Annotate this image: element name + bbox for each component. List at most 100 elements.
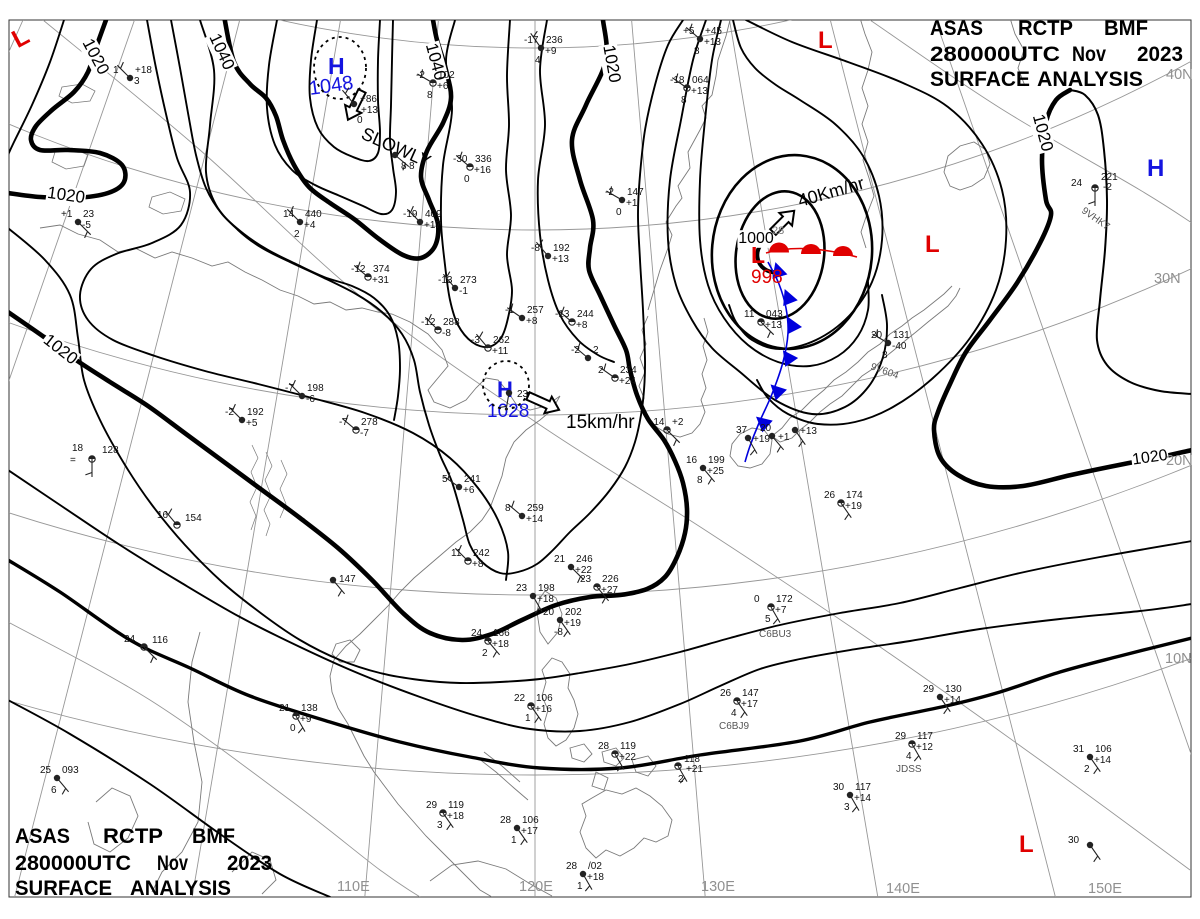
svg-text:20: 20 [760, 423, 772, 434]
svg-text:22: 22 [514, 693, 526, 704]
svg-text:130: 130 [945, 684, 962, 695]
svg-text:23: 23 [516, 583, 528, 594]
svg-text:064: 064 [692, 75, 709, 86]
svg-text:-6: -6 [306, 394, 315, 405]
svg-text:23: 23 [83, 209, 95, 220]
svg-text:-30: -30 [453, 154, 468, 165]
svg-text:117: 117 [917, 731, 933, 742]
svg-text:+17: +17 [521, 826, 538, 837]
svg-text:192: 192 [247, 407, 264, 418]
svg-text:2: 2 [598, 365, 604, 376]
svg-text:226: 226 [602, 574, 619, 585]
svg-text:-13: -13 [438, 275, 453, 286]
svg-text:+45: +45 [705, 26, 722, 37]
svg-text:409: 409 [425, 209, 442, 220]
svg-text:4: 4 [906, 751, 912, 762]
svg-text:150E: 150E [1088, 881, 1122, 897]
svg-text:37: 37 [736, 425, 748, 436]
svg-text:147: 147 [742, 688, 759, 699]
svg-text:+17: +17 [424, 220, 441, 231]
svg-text:+13: +13 [704, 37, 721, 48]
svg-text:+27: +27 [601, 585, 618, 596]
svg-text:14: 14 [283, 209, 295, 220]
svg-text:-5: -5 [82, 220, 91, 231]
svg-text:+14: +14 [944, 695, 961, 706]
svg-text:2: 2 [482, 648, 488, 659]
svg-text:28: 28 [772, 225, 784, 237]
svg-text:+14: +14 [854, 793, 871, 804]
svg-text:H: H [328, 53, 345, 79]
svg-text:093: 093 [62, 765, 79, 776]
svg-text:ANALYSIS: ANALYSIS [1037, 67, 1143, 91]
svg-text:L: L [751, 242, 765, 268]
svg-text:-13: -13 [555, 309, 570, 320]
svg-text:18: 18 [72, 443, 84, 454]
svg-text:29: 29 [923, 684, 935, 695]
svg-text:8: 8 [882, 350, 888, 361]
svg-text:8: 8 [409, 161, 415, 172]
svg-text:SURFACE: SURFACE [15, 876, 112, 900]
svg-text:2: 2 [593, 345, 599, 356]
svg-text:RCTP: RCTP [103, 824, 163, 848]
svg-text:/02: /02 [588, 861, 602, 872]
svg-text:0: 0 [357, 115, 363, 126]
svg-text:16: 16 [157, 510, 169, 521]
svg-text:+13: +13 [361, 105, 378, 116]
svg-text:1: 1 [511, 835, 517, 846]
svg-text:2: 2 [1084, 764, 1090, 775]
svg-text:116: 116 [152, 635, 168, 646]
svg-text:+19: +19 [564, 618, 581, 629]
svg-text:221: 221 [1101, 172, 1118, 183]
svg-text:24: 24 [124, 634, 136, 645]
svg-text:0: 0 [464, 174, 470, 185]
svg-text:24: 24 [471, 628, 483, 639]
svg-text:+16: +16 [535, 704, 552, 715]
svg-text:8: 8 [681, 95, 687, 106]
svg-text:+1: +1 [778, 432, 790, 443]
svg-text:172: 172 [776, 594, 793, 605]
svg-text:+5: +5 [246, 418, 258, 429]
svg-text:-14: -14 [650, 417, 665, 428]
svg-text:BMF: BMF [1104, 16, 1148, 40]
svg-text:+13: +13 [800, 426, 817, 437]
svg-text:+21: +21 [686, 764, 703, 775]
svg-text:21: 21 [279, 703, 291, 714]
svg-text:-2: -2 [416, 70, 425, 81]
svg-text:117: 117 [855, 782, 871, 793]
svg-text:30: 30 [833, 782, 845, 793]
svg-text:043: 043 [766, 309, 783, 320]
svg-text:16: 16 [686, 455, 698, 466]
svg-text:-2: -2 [571, 345, 580, 356]
svg-text:-2: -2 [225, 407, 234, 418]
svg-text:-19: -19 [403, 209, 418, 220]
svg-text:4: 4 [535, 55, 541, 66]
svg-text:-18: -18 [670, 75, 685, 86]
svg-text:3: 3 [437, 820, 443, 831]
svg-text:0: 0 [754, 594, 760, 605]
svg-text:23: 23 [517, 389, 529, 400]
svg-text:20: 20 [871, 330, 883, 341]
svg-text:28: 28 [598, 741, 610, 752]
svg-text:+9: +9 [545, 46, 557, 57]
svg-text:+2: +2 [672, 417, 684, 428]
svg-text:236: 236 [546, 35, 563, 46]
svg-text:-7: -7 [360, 428, 369, 439]
svg-text:+24: +24 [619, 376, 636, 387]
svg-text:+17: +17 [741, 699, 758, 710]
svg-text:2023: 2023 [1137, 42, 1183, 66]
svg-text:0: 0 [616, 207, 622, 218]
svg-text:-8: -8 [442, 328, 451, 339]
svg-text:15km/hr: 15km/hr [566, 412, 635, 433]
svg-text:166: 166 [493, 628, 510, 639]
svg-text:119: 119 [448, 800, 464, 811]
svg-text:130E: 130E [701, 879, 735, 895]
svg-text:29: 29 [426, 800, 438, 811]
svg-text:+18: +18 [492, 639, 509, 650]
svg-text:374: 374 [373, 264, 390, 275]
svg-text:3: 3 [844, 802, 850, 813]
svg-text:106: 106 [1095, 744, 1112, 755]
svg-text:11: 11 [451, 548, 462, 559]
svg-text:192: 192 [553, 243, 570, 254]
svg-text:+18: +18 [135, 65, 152, 76]
svg-text:+14: +14 [526, 514, 543, 525]
